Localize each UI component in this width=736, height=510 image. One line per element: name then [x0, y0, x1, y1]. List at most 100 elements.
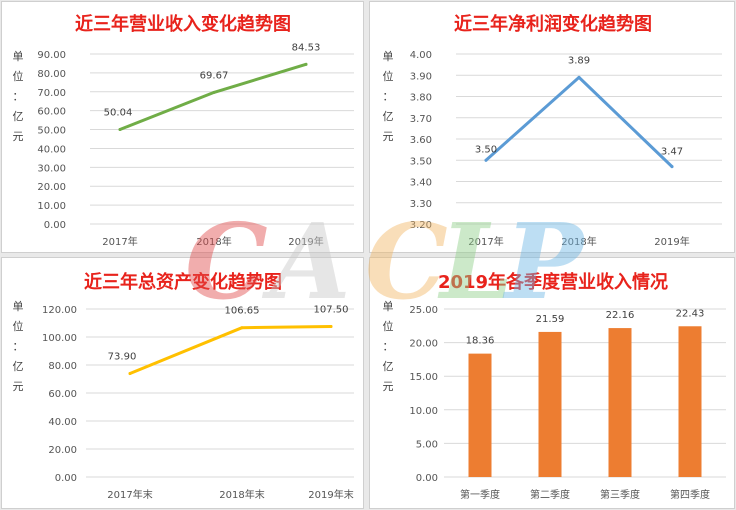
- data-point: [212, 90, 216, 94]
- y-tick-label: 90.00: [37, 50, 66, 61]
- unit-label-char: 单: [13, 50, 24, 63]
- data-point: [670, 165, 674, 169]
- y-tick-label: 60.00: [37, 107, 66, 118]
- y-tick-label: 10.00: [409, 406, 438, 417]
- x-tick-label: 2018年末: [219, 488, 264, 501]
- bar: [608, 328, 632, 477]
- data-point: [240, 326, 244, 330]
- data-point: [118, 127, 122, 131]
- unit-label-char: 元: [383, 380, 394, 393]
- x-tick-label: 2017年: [102, 235, 137, 248]
- chart-title: 近三年总资产变化趋势图: [84, 271, 282, 293]
- y-tick-label: 70.00: [37, 88, 66, 99]
- unit-label-char: ：: [13, 340, 24, 353]
- y-tick-label: 0.00: [55, 473, 77, 484]
- y-tick-label: 3.60: [410, 135, 432, 146]
- y-tick-label: 0.00: [416, 473, 438, 484]
- data-point: [577, 75, 581, 79]
- unit-label-char: 位: [13, 69, 24, 83]
- y-tick-label: 3.50: [410, 156, 432, 167]
- y-tick-label: 3.80: [410, 93, 432, 104]
- unit-label-char: 位: [13, 319, 24, 333]
- unit-label-char: 单: [383, 50, 394, 63]
- data-label: 107.50: [314, 305, 349, 316]
- bar: [538, 331, 562, 477]
- data-label: 22.43: [676, 308, 705, 319]
- y-tick-label: 25.00: [409, 305, 438, 316]
- unit-label-char: 位: [383, 319, 394, 333]
- data-point: [484, 158, 488, 162]
- y-tick-label: 3.90: [410, 71, 432, 82]
- data-label: 22.16: [606, 310, 635, 321]
- y-tick-label: 40.00: [37, 144, 66, 155]
- y-tick-label: 80.00: [48, 361, 77, 372]
- data-label: 84.53: [292, 42, 321, 53]
- unit-label-char: 单: [13, 300, 24, 313]
- x-tick-label: 2017年: [468, 235, 503, 248]
- y-tick-label: 10.00: [37, 201, 66, 212]
- unit-label-char: 亿: [383, 110, 394, 123]
- series-line: [128, 325, 333, 376]
- y-tick-label: 60.00: [48, 389, 77, 400]
- x-tick-label: 第四季度: [670, 488, 710, 501]
- y-tick-label: 50.00: [37, 126, 66, 137]
- chart-title: 近三年营业收入变化趋势图: [75, 13, 291, 35]
- chart-title: 2019年各季度营业收入情况: [438, 271, 668, 293]
- y-tick-label: 3.20: [410, 220, 432, 231]
- y-tick-label: 30.00: [37, 163, 66, 174]
- y-tick-label: 4.00: [410, 50, 432, 61]
- data-point: [304, 62, 308, 66]
- data-label: 21.59: [536, 314, 565, 325]
- data-label: 50.04: [104, 107, 133, 118]
- x-tick-label: 2018年: [561, 235, 596, 248]
- unit-label-char: 元: [13, 130, 24, 143]
- y-tick-label: 120.00: [42, 305, 77, 316]
- y-tick-label: 3.70: [410, 114, 432, 125]
- unit-label-char: 元: [13, 380, 24, 393]
- y-tick-label: 100.00: [42, 333, 77, 344]
- x-tick-label: 第三季度: [600, 488, 640, 501]
- unit-label-char: ：: [13, 90, 24, 103]
- unit-label-char: 元: [383, 130, 394, 143]
- unit-label-char: 位: [383, 69, 394, 83]
- unit-label-char: 亿: [13, 110, 24, 123]
- unit-label-char: 亿: [13, 360, 24, 373]
- y-tick-label: 40.00: [48, 417, 77, 428]
- x-tick-label: 2019年末: [308, 488, 353, 501]
- series-line: [484, 75, 674, 169]
- y-tick-label: 20.00: [48, 445, 77, 456]
- x-tick-label: 2019年: [654, 235, 689, 248]
- y-tick-label: 20.00: [409, 339, 438, 350]
- data-label: 3.50: [475, 144, 497, 155]
- y-tick-label: 5.00: [416, 439, 438, 450]
- y-tick-label: 20.00: [37, 182, 66, 193]
- bar: [678, 326, 702, 477]
- data-label: 73.90: [108, 352, 137, 363]
- x-tick-label: 第一季度: [460, 488, 500, 501]
- unit-label-char: 亿: [383, 360, 394, 373]
- data-label: 18.36: [466, 336, 495, 347]
- y-tick-label: 0.00: [44, 220, 66, 231]
- y-tick-label: 3.40: [410, 178, 432, 189]
- unit-label-char: ：: [383, 90, 394, 103]
- bar: [468, 353, 492, 477]
- x-tick-label: 2017年末: [107, 488, 152, 501]
- data-label: 106.65: [225, 306, 260, 317]
- unit-label-char: ：: [383, 340, 394, 353]
- unit-label-char: 单: [383, 300, 394, 313]
- data-label: 69.67: [200, 70, 229, 81]
- y-tick-label: 80.00: [37, 69, 66, 80]
- y-tick-label: 3.30: [410, 199, 432, 210]
- data-label: 3.89: [568, 55, 590, 66]
- total-assets-trend-chart-panel: 近三年总资产变化趋势图单位 ： 亿元 0.00 20.00 40.00 60.00 80.00…: [1, 257, 364, 509]
- quarterly-revenue-chart-panel: 2019年各季度营业收入情况单位 ： 亿元 0.00 5.00 10.00 15.00 20.…: [369, 257, 735, 509]
- chart-title: 近三年净利润变化趋势图: [454, 13, 652, 35]
- x-tick-label: 2019年: [288, 235, 323, 248]
- x-tick-label: 2018年: [196, 235, 231, 248]
- x-tick-label: 第二季度: [530, 488, 570, 501]
- data-label: 3.47: [661, 147, 683, 158]
- data-point: [128, 372, 132, 376]
